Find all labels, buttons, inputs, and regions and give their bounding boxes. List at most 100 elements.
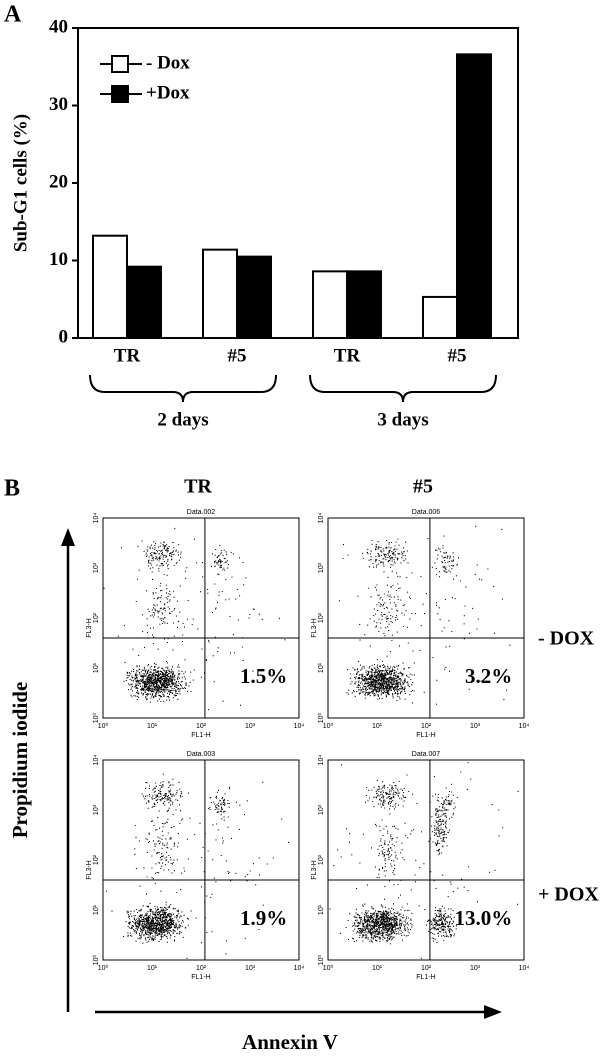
event-dots [339,525,511,705]
y-axis-tick: 10² [318,612,325,623]
y-axis-label: Sub-G1 cells (%) [10,114,31,252]
x-axis-tick: 10² [196,723,207,730]
x-axis-tick: 10³ [470,965,481,972]
legend-swatch [111,55,129,73]
x-tick-label: TR [334,345,361,366]
x-tick-label: #5 [228,345,247,366]
y-axis-tick: 10⁰ [92,955,100,966]
y-axis-tick: 10³ [318,562,325,573]
bar [422,295,458,339]
legend-label: - Dox [146,52,190,73]
x-axis-name: FL1-H [191,974,210,981]
y-axis-tick: 10⁴ [93,755,100,766]
y-tick-label: 10 [49,249,68,270]
x-axis-tick: 10⁴ [519,723,530,730]
group-label: 2 days [157,409,208,430]
percentage-label: 1.5% [240,664,287,688]
y-axis-tick: 10¹ [318,904,325,915]
x-axis-tick: 10³ [470,723,481,730]
row-label: + DOX [538,884,599,906]
event-dots [103,527,286,711]
event-dots [106,773,289,959]
y-axis-tick: 10⁴ [318,755,325,766]
percentage-label: 1.9% [240,906,287,930]
y-axis-tick: 10⁴ [318,513,325,524]
group-brace [89,374,277,403]
plot-title: Data.006 [412,509,441,516]
y-axis-tick: 10⁰ [317,955,325,966]
axis-arrow [66,540,490,1014]
x-axis-name: FL1-H [416,732,435,739]
y-axis-tick: 10¹ [318,662,325,673]
arrow-head [61,528,502,1019]
y-tick-label: 30 [49,94,68,115]
y-axis-tick: 10¹ [93,904,100,915]
x-axis-tick: 10² [421,965,432,972]
x-axis-tick: 10⁰ [98,722,109,730]
bar [312,270,348,340]
percentage-label: 13.0% [454,906,512,930]
bar [346,270,382,340]
bar [202,248,238,339]
x-axis-name: FL1-H [191,732,210,739]
y-axis-tick: 10¹ [93,662,100,673]
event-dots [329,762,519,959]
bar [92,234,128,339]
column-label: TR [184,476,212,498]
y-axis-name: FL3-H [86,618,93,637]
y-tick-label: 0 [59,326,69,347]
y-axis-tick: 10² [318,854,325,865]
plot-frame [102,759,300,961]
y-axis-tick: 10⁴ [93,513,100,524]
group-brace [309,374,497,403]
y-axis-tick: 10² [93,854,100,865]
y-tick-label: 20 [49,171,68,192]
y-axis-tick: 10³ [318,804,325,815]
plot-frame [327,517,525,719]
x-axis-label: Annexin V [242,1030,338,1054]
x-axis-tick: 10⁰ [323,722,334,730]
column-label: #5 [413,476,433,498]
y-axis-tick: 10³ [93,562,100,573]
x-axis-tick: 10¹ [147,723,158,730]
y-axis-name: FL3-H [86,860,93,879]
x-tick-label: TR [114,345,141,366]
bar [236,255,272,339]
legend-label: +Dox [146,82,190,103]
y-axis-tick: 10⁰ [92,713,100,724]
bar [456,53,492,339]
x-axis-tick: 10³ [245,965,256,972]
x-axis-tick: 10³ [245,723,256,730]
x-axis-tick: 10⁴ [294,723,305,730]
y-axis-tick: 10⁰ [317,713,325,724]
panel-label: A [4,2,22,28]
x-axis-tick: 10⁴ [519,965,530,972]
x-axis-tick: 10¹ [147,965,158,972]
plot-title: Data.003 [187,751,216,758]
x-tick-label: #5 [448,345,467,366]
y-tick-label: 40 [49,16,68,37]
panel-label: B [4,476,20,502]
plot-frame [327,759,525,961]
plot-title: Data.002 [187,509,216,516]
x-axis-name: FL1-H [416,974,435,981]
legend-swatch [111,85,129,103]
plot-title: Data.007 [412,751,441,758]
plot-frame [102,517,300,719]
x-axis-tick: 10¹ [372,965,383,972]
y-axis-tick: 10³ [93,804,100,815]
y-axis-name: FL3-H [311,860,318,879]
y-axis-label: Propidium iodide [8,682,32,839]
x-axis-tick: 10⁴ [294,965,305,972]
x-axis-tick: 10⁰ [98,964,109,972]
group-label: 3 days [377,409,428,430]
x-axis-tick: 10² [421,723,432,730]
y-axis-name: FL3-H [311,618,318,637]
x-axis-tick: 10² [196,965,207,972]
x-axis-tick: 10⁰ [323,964,334,972]
